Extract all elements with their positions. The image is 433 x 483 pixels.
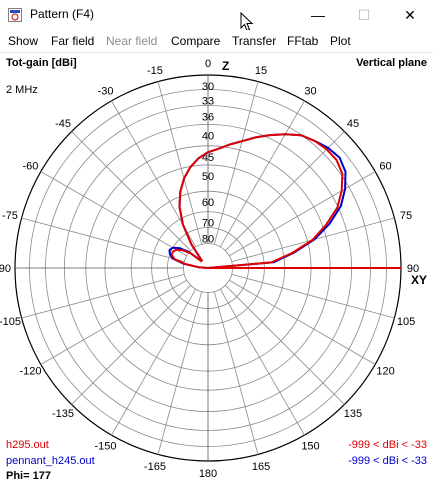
angle-tick-label: 105 xyxy=(397,316,415,328)
polar-grid xyxy=(14,74,402,462)
ring-label: 45 xyxy=(202,152,214,164)
angle-tick-label: 150 xyxy=(301,441,319,453)
angle-tick-label: 75 xyxy=(400,210,412,222)
grid-spoke xyxy=(231,273,395,319)
menu-compare[interactable]: Compare xyxy=(171,34,221,48)
angle-tick-label: -75 xyxy=(2,210,18,222)
angle-tick-label: 165 xyxy=(252,461,270,473)
angle-tick-label: -135 xyxy=(52,408,74,420)
pattern-traces xyxy=(168,133,401,269)
grid-spoke xyxy=(21,217,185,263)
grid-spoke xyxy=(219,289,305,436)
pattern-trace xyxy=(170,133,344,269)
legend-series-1-range: -999 < dBi < -33 xyxy=(348,439,427,451)
angle-tick-label: 120 xyxy=(376,366,394,378)
polar-plot: 0 15 30 45 60 75 90 105 120 135 150 165 180 -165 -150 -… xyxy=(0,57,427,482)
angle-tick-label: -60 xyxy=(23,161,39,173)
grid-spoke xyxy=(213,291,259,455)
ring-label: 70 xyxy=(202,218,214,230)
angle-tick-label: -150 xyxy=(94,441,116,453)
plane-label: Vertical plane xyxy=(356,57,427,69)
angle-tick-label: 15 xyxy=(255,65,267,77)
angle-tick-label: -45 xyxy=(55,118,71,130)
ring-label: 60 xyxy=(202,197,214,209)
grid-spoke xyxy=(157,81,203,245)
grid-spoke xyxy=(225,285,345,405)
title-bar[interactable]: Pattern (F4) — ☐ ✕ xyxy=(0,0,433,32)
angle-tick-label: 30 xyxy=(304,85,316,97)
angle-tick-label: -15 xyxy=(147,65,163,77)
horizon-axis-label: XY xyxy=(411,273,427,287)
angle-tick-label: -105 xyxy=(0,316,21,328)
ring-label: 36 xyxy=(202,111,214,123)
ring-label: 40 xyxy=(202,130,214,142)
grid-spoke xyxy=(21,273,185,319)
frequency-label: 2 MHz xyxy=(6,84,38,96)
legend-series-2-name: pennant_h245.out xyxy=(6,455,95,467)
angle-tick-label: -120 xyxy=(19,366,41,378)
ring-label: 50 xyxy=(202,171,214,183)
minimize-button[interactable]: — xyxy=(311,7,325,23)
menu-bar: Show Far field Near field Compare Transf… xyxy=(0,30,433,53)
grid-spoke xyxy=(157,291,203,455)
mouse-cursor-icon xyxy=(240,12,254,32)
grid-spoke xyxy=(225,131,345,251)
grid-spoke xyxy=(40,171,187,257)
grid-spoke xyxy=(213,81,259,245)
grid-spoke xyxy=(71,285,191,405)
angle-tick-label: -165 xyxy=(144,461,166,473)
angle-tick-label: 90 xyxy=(407,263,419,275)
grid-spoke xyxy=(229,171,376,257)
grid-spoke xyxy=(219,100,305,247)
angle-tick-label: -90 xyxy=(0,263,11,275)
pattern-trace xyxy=(168,133,347,269)
menu-near-field[interactable]: Near field xyxy=(106,34,158,48)
angle-tick-label: -30 xyxy=(98,85,114,97)
maximize-button[interactable]: ☐ xyxy=(357,6,371,23)
angle-tick-labels: 0 15 30 45 60 75 90 105 120 135 150 165 180 -165 -150 -… xyxy=(0,58,419,480)
angle-tick-label: 60 xyxy=(379,161,391,173)
close-button[interactable]: ✕ xyxy=(404,6,416,23)
legend-series-2-range: -999 < dBi < -33 xyxy=(348,455,427,467)
angle-tick-label: 45 xyxy=(347,118,359,130)
grid-spoke xyxy=(111,289,197,436)
legend-series-1-name: h295.out xyxy=(6,439,49,451)
app-icon xyxy=(8,8,22,22)
window-title: Pattern (F4) xyxy=(30,7,95,21)
menu-transfer[interactable]: Transfer xyxy=(232,34,277,48)
menu-fftab[interactable]: FFtab xyxy=(287,34,319,48)
ring-labels: 30 33 36 40 45 50 60 70 80 xyxy=(202,81,214,245)
grid-spoke xyxy=(229,279,376,365)
menu-show[interactable]: Show xyxy=(8,34,39,48)
ring-label: 80 xyxy=(202,233,214,245)
grid-spoke xyxy=(40,279,187,365)
grid-spoke xyxy=(71,131,191,251)
zenith-axis-label: Z xyxy=(222,59,229,73)
angle-tick-label: 135 xyxy=(344,408,362,420)
ring-label: 30 xyxy=(202,81,214,93)
angle-tick-label: 180 xyxy=(199,468,217,480)
unit-label: Tot-gain [dBi] xyxy=(6,57,77,69)
menu-far-field[interactable]: Far field xyxy=(51,34,95,48)
menu-plot[interactable]: Plot xyxy=(330,34,351,48)
ring-label: 33 xyxy=(202,95,214,107)
angle-tick-label: 0 xyxy=(205,58,211,70)
phi-label: Phi= 177 xyxy=(6,470,51,482)
